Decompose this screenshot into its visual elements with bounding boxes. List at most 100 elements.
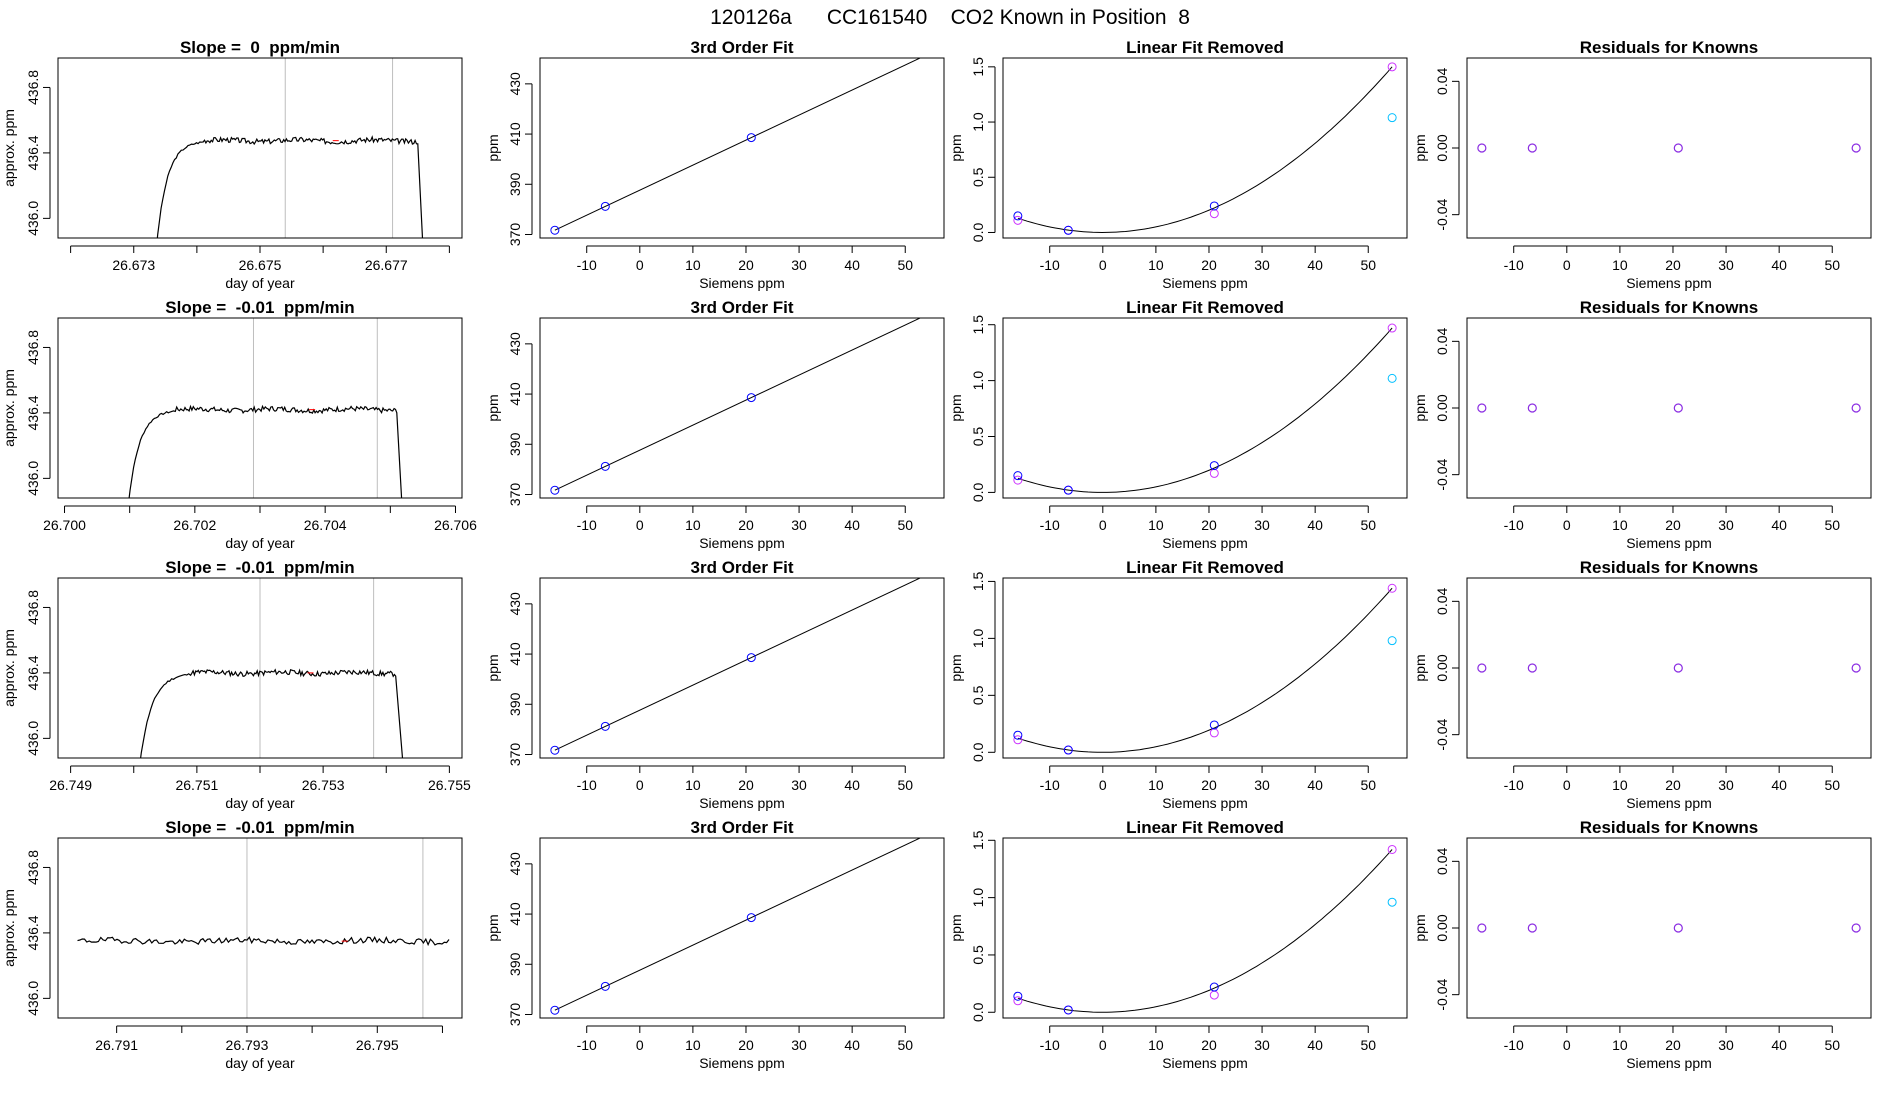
residual-point <box>1673 923 1683 933</box>
x-tick-label: 26.749 <box>49 777 92 793</box>
x-tick-label: 40 <box>1771 257 1787 273</box>
y-tick-label: 436.4 <box>25 395 41 430</box>
plot-area <box>550 58 931 235</box>
x-tick-label: 0 <box>1099 1037 1107 1053</box>
fit-point <box>1013 730 1023 740</box>
y-tick-label: 0.04 <box>1434 327 1450 354</box>
chart-resid-row3: Residuals for Knowns -10 0 10 20 30 40 50 Siemen… <box>1412 558 1872 811</box>
x-tick-label: 40 <box>1307 517 1323 533</box>
residual-point <box>1673 663 1683 673</box>
plot-area <box>128 318 403 498</box>
fit-point <box>1209 982 1219 992</box>
y-axis-label: approx. ppm <box>1 369 17 447</box>
x-tick-label: 26.706 <box>434 517 477 533</box>
y-axis-label: ppm <box>1412 394 1428 421</box>
plot-area <box>1013 583 1397 755</box>
x-tick-label: 20 <box>738 777 754 793</box>
y-tick-label: -0.04 <box>1434 979 1450 1011</box>
y-axis-label: approx. ppm <box>1 109 17 187</box>
y-tick-label: 370 <box>507 743 523 767</box>
y-axis-label: ppm <box>948 134 964 161</box>
x-axis-label: day of year <box>225 535 295 551</box>
y-tick-label: -0.04 <box>1434 719 1450 751</box>
x-tick-label: 50 <box>897 257 913 273</box>
x-tick-label: -10 <box>1040 1037 1060 1053</box>
y-tick-label: 0.04 <box>1434 67 1450 94</box>
y-tick-label: 436.4 <box>25 915 41 950</box>
y-tick-label: 0.04 <box>1434 847 1450 874</box>
x-tick-label: 50 <box>1824 1037 1840 1053</box>
x-axis-label: Siemens ppm <box>1626 1055 1712 1071</box>
data-point <box>927 58 931 59</box>
plot-area <box>1013 62 1397 235</box>
x-tick-label: 10 <box>685 517 701 533</box>
chart-linrem-row4: Linear Fit Removed -10 0 10 20 30 40 50 Siemens … <box>948 818 1408 1071</box>
chart-title: 3rd Order Fit <box>691 818 794 837</box>
x-tick-label: 20 <box>1665 1037 1681 1053</box>
x-tick-label: -10 <box>1504 257 1524 273</box>
residual-point <box>1477 143 1487 153</box>
fit-curve <box>1017 587 1393 753</box>
x-tick-label: 0 <box>636 1037 644 1053</box>
x-tick-label: 26.753 <box>302 777 345 793</box>
known-point <box>1387 844 1397 854</box>
x-tick-label: 26.702 <box>173 517 216 533</box>
residual-point <box>1527 403 1537 413</box>
y-axis-label: ppm <box>485 394 501 421</box>
known-point <box>1209 990 1219 1000</box>
chart-title: 3rd Order Fit <box>691 38 794 57</box>
y-tick-label: 0.00 <box>1434 394 1450 421</box>
x-tick-label: 0 <box>1563 257 1571 273</box>
x-tick-label: 10 <box>1148 517 1164 533</box>
x-tick-label: -10 <box>1504 1037 1524 1053</box>
chart-title: Linear Fit Removed <box>1126 558 1284 577</box>
y-tick-label: 0.00 <box>1434 134 1450 161</box>
y-tick-label: 436.0 <box>25 201 41 236</box>
residual-point <box>1673 143 1683 153</box>
x-tick-label: 10 <box>1148 257 1164 273</box>
plot-frame <box>539 57 945 239</box>
fit-point <box>1013 991 1023 1001</box>
x-tick-label: 20 <box>738 257 754 273</box>
x-tick-label: 40 <box>844 257 860 273</box>
y-tick-label: 0.0 <box>970 742 986 762</box>
y-axis-label: ppm <box>948 394 964 421</box>
fit-point <box>1063 485 1073 495</box>
data-point <box>600 461 610 471</box>
x-tick-label: 20 <box>1665 257 1681 273</box>
x-tick-label: 50 <box>1824 517 1840 533</box>
x-tick-label: 26.677 <box>365 257 408 273</box>
x-axis-label: Siemens ppm <box>699 275 785 291</box>
x-tick-label: 26.675 <box>239 257 282 273</box>
fit-point <box>1209 720 1219 730</box>
data-point <box>746 653 756 663</box>
y-axis-label: approx. ppm <box>1 629 17 707</box>
x-axis-label: Siemens ppm <box>1162 1055 1248 1071</box>
fit-line <box>554 838 922 1011</box>
chart-title: Slope = 0 ppm/min <box>180 38 340 57</box>
y-tick-label: 390 <box>507 952 523 976</box>
residual-point <box>1477 403 1487 413</box>
x-tick-label: 30 <box>1254 517 1270 533</box>
x-tick-label: 0 <box>1099 257 1107 273</box>
x-tick-label: 10 <box>1612 1037 1628 1053</box>
x-tick-label: 0 <box>1563 1037 1571 1053</box>
plot-frame <box>1002 317 1408 499</box>
x-tick-label: 10 <box>1612 257 1628 273</box>
y-tick-label: 1.0 <box>970 628 986 648</box>
x-tick-label: 26.751 <box>175 777 218 793</box>
x-tick-label: 50 <box>1360 257 1376 273</box>
known-point <box>1209 728 1219 738</box>
x-tick-label: 50 <box>1824 257 1840 273</box>
x-tick-label: 20 <box>1665 517 1681 533</box>
residual-point <box>1851 403 1861 413</box>
x-tick-label: 30 <box>791 517 807 533</box>
plot-area <box>550 318 931 495</box>
x-tick-label: 10 <box>1148 777 1164 793</box>
x-tick-label: -10 <box>1504 517 1524 533</box>
x-tick-label: 40 <box>844 777 860 793</box>
chart-title: Linear Fit Removed <box>1126 818 1284 837</box>
residual-point <box>1527 143 1537 153</box>
chart-fit-row1: 3rd Order Fit -10 0 10 20 30 40 50 Siemens ppm 37… <box>485 38 945 291</box>
x-tick-label: 10 <box>685 777 701 793</box>
